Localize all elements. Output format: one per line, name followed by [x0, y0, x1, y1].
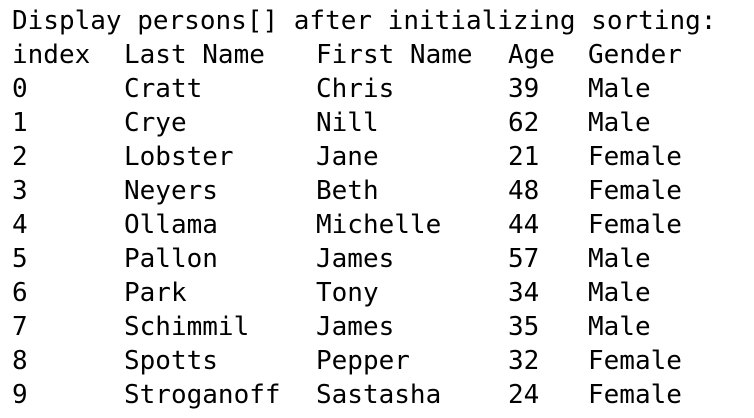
cell-index: 4 — [12, 210, 28, 240]
cell-index: 0 — [12, 74, 28, 104]
table-row: 3 Neyers Beth 48 Female — [12, 174, 754, 208]
cell-age: 44 — [508, 210, 540, 240]
cell-gender: Male — [588, 108, 651, 138]
table-header-row: index Last Name First Name Age Gender — [12, 38, 754, 72]
cell-age: 32 — [508, 346, 540, 376]
table-row: 0 Cratt Chris 39 Male — [12, 72, 754, 106]
cell-index: 3 — [12, 176, 28, 206]
cell-index: 5 — [12, 244, 28, 274]
cell-first-name: Chris — [316, 74, 395, 104]
cell-last-name: Park — [124, 278, 187, 308]
cell-first-name: Nill — [316, 108, 379, 138]
cell-last-name: Ollama — [124, 210, 218, 240]
cell-last-name: Lobster — [124, 142, 234, 172]
table-row: 2 Lobster Jane 21 Female — [12, 140, 754, 174]
cell-gender: Female — [588, 176, 682, 206]
table-row: 8 Spotts Pepper 32 Female — [12, 344, 754, 378]
column-header-gender: Gender — [588, 40, 682, 70]
table-row: 4 Ollama Michelle 44 Female — [12, 208, 754, 242]
cell-first-name: James — [316, 244, 395, 274]
cell-index: 2 — [12, 142, 28, 172]
cell-age: 24 — [508, 380, 540, 410]
cell-gender: Female — [588, 380, 682, 410]
cell-last-name: Schimmil — [124, 312, 250, 342]
cell-first-name: Jane — [316, 142, 379, 172]
cell-last-name: Cratt — [124, 74, 203, 104]
cell-gender: Female — [588, 210, 682, 240]
cell-age: 62 — [508, 108, 540, 138]
console-heading: Display persons[] after initializing sor… — [12, 6, 717, 36]
cell-first-name: Michelle — [316, 210, 442, 240]
cell-age: 48 — [508, 176, 540, 206]
column-header-first-name: First Name — [316, 40, 473, 70]
cell-first-name: Sastasha — [316, 380, 442, 410]
cell-last-name: Stroganoff — [124, 380, 281, 410]
cell-index: 1 — [12, 108, 28, 138]
column-header-age: Age — [508, 40, 555, 70]
cell-gender: Male — [588, 244, 651, 274]
cell-gender: Male — [588, 74, 651, 104]
cell-index: 9 — [12, 380, 28, 410]
cell-first-name: Beth — [316, 176, 379, 206]
cell-first-name: Tony — [316, 278, 379, 308]
cell-index: 6 — [12, 278, 28, 308]
cell-gender: Male — [588, 278, 651, 308]
cell-first-name: James — [316, 312, 395, 342]
cell-last-name: Pallon — [124, 244, 218, 274]
cell-last-name: Spotts — [124, 346, 218, 376]
cell-age: 57 — [508, 244, 540, 274]
cell-age: 35 — [508, 312, 540, 342]
cell-gender: Female — [588, 346, 682, 376]
cell-last-name: Crye — [124, 108, 187, 138]
table-row: 6 Park Tony 34 Male — [12, 276, 754, 310]
cell-index: 8 — [12, 346, 28, 376]
cell-age: 39 — [508, 74, 540, 104]
cell-gender: Female — [588, 142, 682, 172]
cell-first-name: Pepper — [316, 346, 410, 376]
cell-gender: Male — [588, 312, 651, 342]
cell-last-name: Neyers — [124, 176, 218, 206]
table-row: 1 Crye Nill 62 Male — [12, 106, 754, 140]
table-row: 5 Pallon James 57 Male — [12, 242, 754, 276]
cell-age: 34 — [508, 278, 540, 308]
table-row: 7 Schimmil James 35 Male — [12, 310, 754, 344]
cell-age: 21 — [508, 142, 540, 172]
table-row: 9 Stroganoff Sastasha 24 Female — [12, 378, 754, 412]
column-header-last-name: Last Name — [124, 40, 265, 70]
cell-index: 7 — [12, 312, 28, 342]
column-header-index: index — [12, 40, 91, 70]
